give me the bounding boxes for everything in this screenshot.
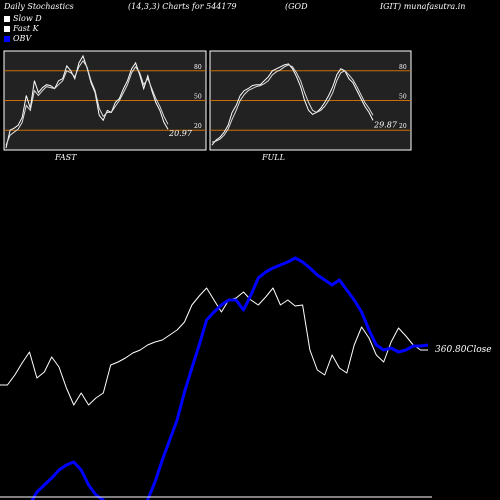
fast-series-line-1 xyxy=(5,60,169,146)
full-series-line-0 xyxy=(211,63,374,146)
fast-level-label-80: 80 xyxy=(194,64,202,71)
legend-obv-swatch xyxy=(4,35,10,42)
legend-obv: OBV xyxy=(4,34,31,43)
legend-fast-k-swatch xyxy=(4,25,10,32)
legend-fast-k: Fast K xyxy=(4,24,39,33)
full-series-line-1 xyxy=(211,64,374,143)
full-level-label-50: 50 xyxy=(399,94,407,101)
last-close-label: 360.80Close xyxy=(435,345,492,355)
full-last-value: 29.87 xyxy=(373,120,398,129)
symbol-part1: (GOD xyxy=(285,2,308,11)
legend-obv-label: OBV xyxy=(13,34,32,43)
fast-level-label-50: 50 xyxy=(194,94,202,101)
full-panel-label: FULL xyxy=(262,153,285,162)
chart-title: Daily Stochastics xyxy=(4,2,74,11)
full-level-label-80: 80 xyxy=(399,64,407,71)
close-price-line xyxy=(0,287,428,406)
symbol-part2: IGIT) munafasutra.in xyxy=(380,2,466,11)
legend-fast-k-label: Fast K xyxy=(13,24,39,33)
fast-panel-label: FAST xyxy=(55,153,77,162)
legend-slow-d-label: Slow D xyxy=(13,14,42,23)
fast-level-label-20: 20 xyxy=(194,123,202,130)
legend-slow-d-swatch xyxy=(4,15,10,22)
obv-line xyxy=(30,256,429,500)
legend-slow-d: Slow D xyxy=(4,14,42,23)
chart-subtitle: (14,3,3) Charts for 544179 xyxy=(128,2,237,11)
fast-last-value: 20.97 xyxy=(168,129,193,138)
full-level-label-20: 20 xyxy=(399,123,407,130)
